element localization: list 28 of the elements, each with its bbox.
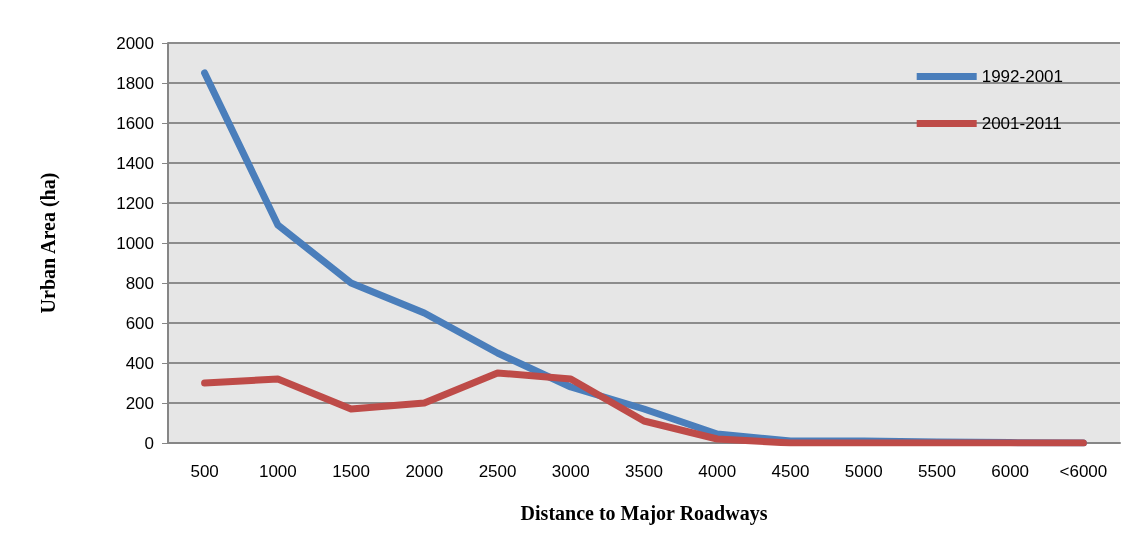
x-tick-label: 2000 (405, 462, 444, 481)
x-tick-label: 4500 (771, 462, 810, 481)
x-axis-title: Distance to Major Roadways (520, 502, 768, 525)
y-tick-label: 400 (125, 353, 154, 373)
x-tick-label: 6000 (991, 462, 1030, 481)
y-tick-label: 600 (125, 313, 154, 333)
x-tick-label: 3500 (625, 462, 663, 481)
y-tick-label: 1000 (116, 233, 154, 253)
y-tick-label: 1600 (116, 113, 154, 133)
x-tick-label: 5000 (844, 462, 883, 481)
x-tick-label: 3000 (551, 462, 590, 481)
x-tick-label: <6000 (1059, 462, 1108, 481)
y-tick-label: 1400 (116, 153, 154, 173)
x-tick-label: 1500 (332, 462, 370, 481)
x-tick-label: 4000 (698, 462, 737, 481)
y-tick-label: 2000 (116, 33, 154, 53)
y-tick-label: 1200 (116, 193, 154, 213)
x-tick-label: 500 (190, 462, 219, 481)
legend-label: 1992-2001 (981, 67, 1064, 86)
y-tick-label: 800 (125, 273, 154, 293)
y-axis-title: Urban Area (ha) (37, 172, 60, 314)
x-tick-label: 5500 (918, 462, 956, 481)
y-tick-label: 200 (125, 393, 154, 413)
y-tick-label: 1800 (116, 73, 154, 93)
legend-label: 2001-2011 (981, 114, 1062, 133)
x-tick-label: 1000 (258, 462, 297, 481)
x-tick-label: 2500 (478, 462, 517, 481)
y-tick-label: 0 (144, 433, 154, 453)
